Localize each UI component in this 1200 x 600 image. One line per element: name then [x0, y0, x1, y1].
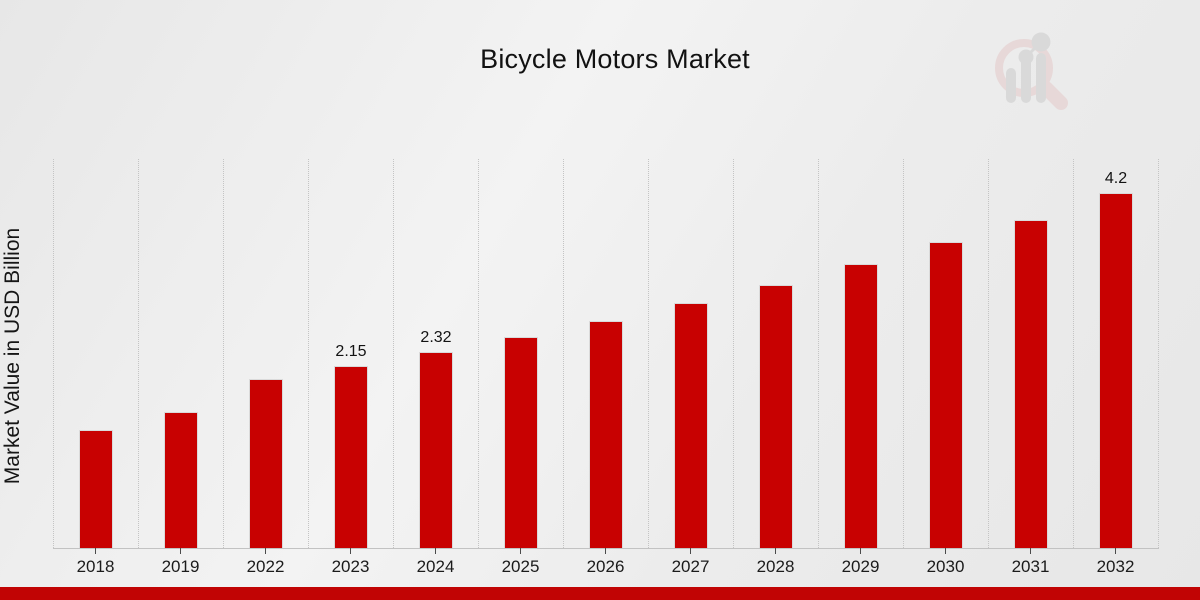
x-axis-tick-label: 2030: [926, 557, 965, 576]
x-axis-tick: [605, 548, 606, 554]
x-axis-cell: 2031: [988, 548, 1073, 577]
x-axis-cell: 2023: [308, 548, 393, 577]
bar-2024: [419, 352, 453, 548]
bar-2028: [759, 285, 793, 548]
x-axis-tick-label: 2028: [756, 557, 795, 576]
x-axis-tick: [435, 548, 436, 554]
x-axis-tick: [350, 548, 351, 554]
category-column: [138, 159, 223, 548]
x-axis-tick: [945, 548, 946, 554]
y-axis-label: Market Value in USD Billion: [1, 227, 24, 485]
x-axis-cell: 2030: [903, 548, 988, 577]
x-axis-tick-label: 2026: [586, 557, 625, 576]
category-column: 2.32: [393, 159, 478, 548]
x-axis-cell: 2026: [563, 548, 648, 577]
x-axis-cell: 2027: [648, 548, 733, 577]
bar-2022: [249, 379, 283, 548]
x-axis-cell: 2018: [53, 548, 138, 577]
x-axis-tick-label: 2019: [161, 557, 200, 576]
bar-2029: [844, 264, 878, 548]
x-axis-tick: [775, 548, 776, 554]
bar-value-label: 2.32: [420, 329, 452, 346]
bar-value-label: 2.15: [335, 343, 367, 360]
x-axis-tick: [690, 548, 691, 554]
category-column: [903, 159, 988, 548]
chart-title: Bicycle Motors Market: [480, 44, 750, 74]
x-axis-tick-label: 2031: [1011, 557, 1050, 576]
x-axis-tick: [520, 548, 521, 554]
x-axis-tick: [95, 548, 96, 554]
bar-2018: [79, 430, 113, 548]
x-axis-tick-label: 2018: [76, 557, 115, 576]
category-column: 2.15: [308, 159, 393, 548]
bar-2027: [674, 303, 708, 548]
x-axis-cell: 2025: [478, 548, 563, 577]
category-column: [648, 159, 733, 548]
footer-accent-strip: [0, 587, 1200, 600]
category-column: [563, 159, 648, 548]
category-column: [818, 159, 903, 548]
bar-2031: [1014, 220, 1048, 548]
bar-2023: [334, 366, 368, 548]
bar-2030: [929, 242, 963, 548]
bar-2025: [504, 337, 538, 548]
x-axis-tick-label: 2032: [1096, 557, 1135, 576]
x-axis-cell: 2032: [1073, 548, 1158, 577]
x-axis-tick-label: 2029: [841, 557, 880, 576]
x-axis-cell: 2028: [733, 548, 818, 577]
x-axis-cell: 2019: [138, 548, 223, 577]
category-column: [988, 159, 1073, 548]
x-axis-tick: [1115, 548, 1116, 554]
plot-area: 2.15 2.32 4.2: [53, 159, 1159, 548]
x-axis-tick: [1030, 548, 1031, 554]
x-axis-line: [53, 548, 1159, 549]
x-axis: 2018 2019 2022 2023 2024 2025 2026 2027 2028 2029…: [53, 548, 1158, 577]
x-axis-tick: [265, 548, 266, 554]
bar-2032: [1099, 193, 1133, 548]
category-column: [53, 159, 138, 548]
x-axis-tick-label: 2024: [416, 557, 455, 576]
category-column: [478, 159, 563, 548]
x-axis-tick-label: 2023: [331, 557, 370, 576]
x-axis-tick-label: 2022: [246, 557, 285, 576]
x-axis-cell: 2022: [223, 548, 308, 577]
bar-2019: [164, 412, 198, 548]
brand-logo-icon: [995, 32, 1068, 110]
x-axis-tick: [180, 548, 181, 554]
x-axis-cell: 2029: [818, 548, 903, 577]
x-axis-tick-label: 2025: [501, 557, 540, 576]
category-column: 4.2: [1073, 159, 1158, 548]
x-axis-tick: [860, 548, 861, 554]
bar-2026: [589, 321, 623, 548]
category-column: [223, 159, 308, 548]
x-axis-tick-label: 2027: [671, 557, 710, 576]
x-axis-cell: 2024: [393, 548, 478, 577]
category-column: [733, 159, 818, 548]
bar-value-label: 4.2: [1104, 170, 1128, 187]
